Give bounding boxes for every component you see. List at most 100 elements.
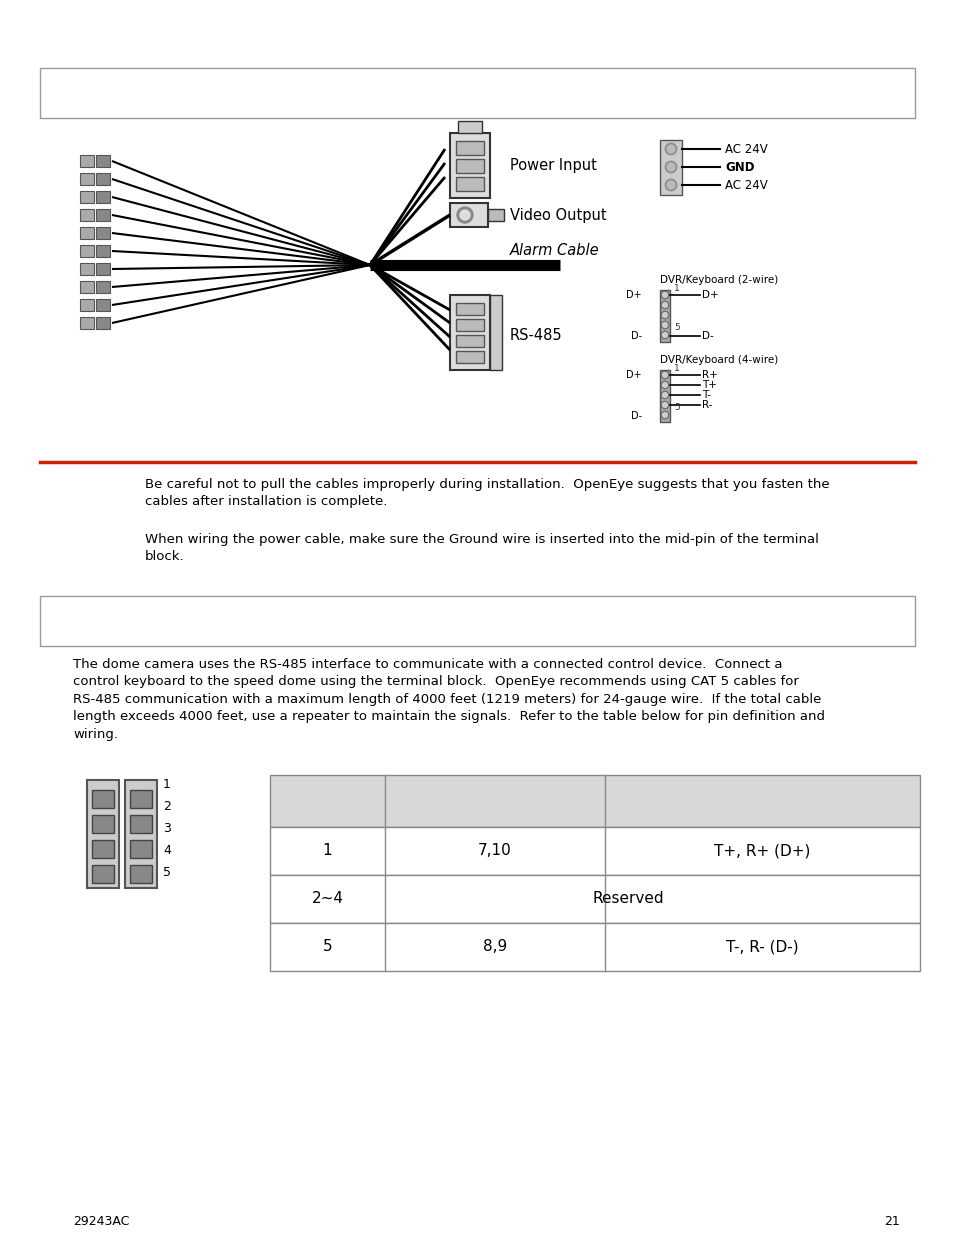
Text: 4: 4 <box>163 845 171 857</box>
Circle shape <box>660 321 668 329</box>
Bar <box>270 875 919 924</box>
Bar <box>96 317 110 329</box>
Text: Power Input: Power Input <box>510 157 597 172</box>
Bar <box>96 191 110 203</box>
Bar <box>96 227 110 240</box>
Text: 1: 1 <box>163 779 171 791</box>
Bar <box>270 827 919 875</box>
Circle shape <box>661 292 667 297</box>
Bar <box>91 840 113 859</box>
Circle shape <box>459 210 470 220</box>
Bar <box>450 203 488 227</box>
Bar <box>80 263 94 275</box>
Text: T-: T- <box>701 389 710 401</box>
Bar <box>270 924 919 971</box>
Bar <box>80 245 94 257</box>
Text: AC 24V: AC 24V <box>724 178 767 191</box>
Circle shape <box>661 403 667 408</box>
Bar <box>96 208 110 221</box>
Circle shape <box>660 381 668 389</box>
Bar <box>456 351 483 363</box>
Bar <box>80 191 94 203</box>
Bar <box>130 865 152 884</box>
Circle shape <box>660 401 668 409</box>
Text: T-, R- (D-): T-, R- (D-) <box>725 940 798 955</box>
Text: D-: D- <box>701 331 713 341</box>
Text: The dome camera uses the RS-485 interface to communicate with a connected contro: The dome camera uses the RS-485 interfac… <box>73 658 824 741</box>
Circle shape <box>661 322 667 327</box>
Circle shape <box>661 332 667 337</box>
Circle shape <box>661 382 667 387</box>
Text: 8,9: 8,9 <box>482 940 507 955</box>
Text: Alarm Cable: Alarm Cable <box>510 242 599 257</box>
Text: R-: R- <box>701 401 712 411</box>
Circle shape <box>660 291 668 300</box>
Text: GND: GND <box>724 161 754 173</box>
Circle shape <box>456 207 473 223</box>
Text: 1: 1 <box>673 364 679 373</box>
Bar <box>80 173 94 185</box>
Bar <box>96 155 110 167</box>
Bar <box>659 290 669 342</box>
Circle shape <box>660 311 668 319</box>
Text: 29243AC: 29243AC <box>73 1216 130 1228</box>
Text: Video Output: Video Output <box>510 207 606 222</box>
Circle shape <box>664 144 677 155</box>
Bar <box>450 295 490 369</box>
Bar <box>450 134 490 198</box>
Text: 21: 21 <box>883 1216 899 1228</box>
Bar <box>96 300 110 311</box>
Bar <box>270 775 919 827</box>
Bar <box>96 263 110 275</box>
Bar <box>456 158 483 173</box>
Bar <box>80 155 94 167</box>
Text: Be careful not to pull the cables improperly during installation.  OpenEye sugge: Be careful not to pull the cables improp… <box>145 478 829 508</box>
Circle shape <box>661 302 667 307</box>
Text: When wiring the power cable, make sure the Ground wire is inserted into the mid-: When wiring the power cable, make sure t… <box>145 533 818 564</box>
Bar <box>96 245 110 257</box>
Bar <box>40 67 914 119</box>
Bar <box>91 865 113 884</box>
Bar <box>456 334 483 347</box>
Text: 5: 5 <box>322 940 332 955</box>
Bar <box>456 141 483 155</box>
Text: D+: D+ <box>626 290 641 300</box>
Circle shape <box>666 163 675 171</box>
Bar <box>456 177 483 191</box>
Text: 3: 3 <box>163 822 171 835</box>
Circle shape <box>661 312 667 317</box>
Bar <box>91 815 113 832</box>
Text: 2: 2 <box>163 800 171 814</box>
Text: D+: D+ <box>701 290 718 300</box>
Text: T+: T+ <box>701 379 716 389</box>
Circle shape <box>664 161 677 173</box>
Bar <box>96 281 110 293</box>
Circle shape <box>660 331 668 339</box>
Text: R+: R+ <box>701 369 717 379</box>
Circle shape <box>660 391 668 399</box>
Circle shape <box>660 371 668 379</box>
Circle shape <box>661 393 667 398</box>
Text: RS-485: RS-485 <box>510 327 562 342</box>
Bar <box>659 140 681 195</box>
Bar <box>87 780 119 889</box>
Bar <box>80 281 94 293</box>
Bar <box>130 840 152 859</box>
Bar <box>91 790 113 807</box>
Text: 5: 5 <box>673 403 679 412</box>
Circle shape <box>666 181 675 188</box>
Text: 2~4: 2~4 <box>312 891 343 906</box>
Text: D-: D- <box>630 331 641 341</box>
Text: AC 24V: AC 24V <box>724 142 767 156</box>
Text: 1: 1 <box>673 285 679 293</box>
Bar <box>457 121 481 134</box>
Bar <box>659 369 669 422</box>
Bar <box>456 319 483 331</box>
Text: D-: D- <box>630 411 641 421</box>
Circle shape <box>666 145 675 154</box>
Text: DVR/Keyboard (4-wire): DVR/Keyboard (4-wire) <box>659 354 778 364</box>
Text: 1: 1 <box>322 844 332 859</box>
Bar <box>80 227 94 240</box>
Bar <box>80 317 94 329</box>
Bar <box>125 780 157 889</box>
